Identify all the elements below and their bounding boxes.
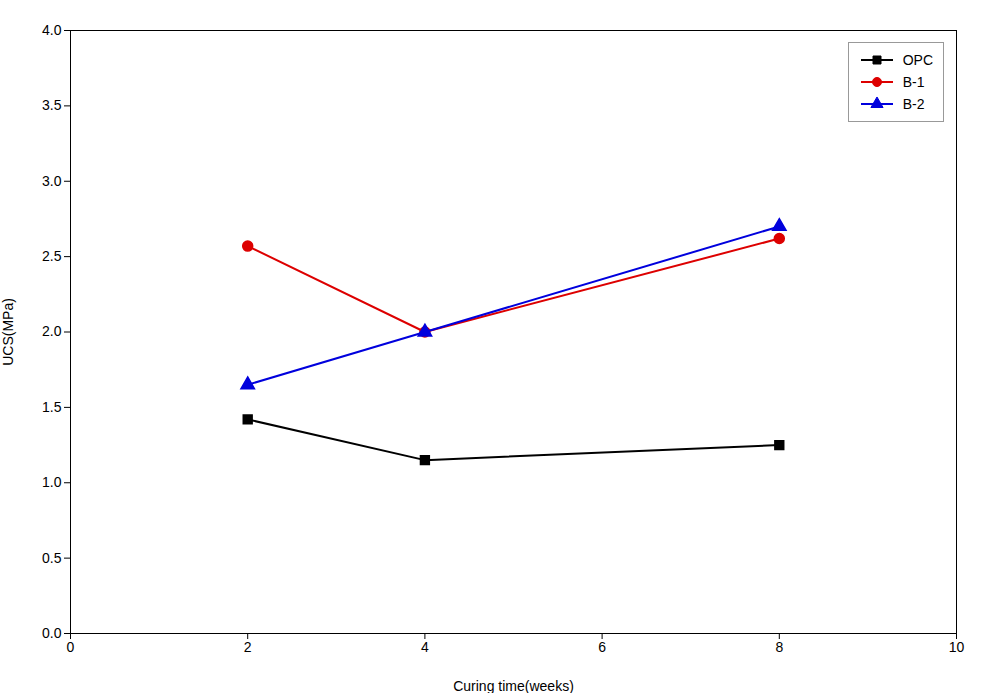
svg-text:0.5: 0.5: [42, 550, 62, 566]
svg-text:4: 4: [421, 639, 429, 655]
svg-text:3.0: 3.0: [42, 173, 62, 189]
svg-text:2.0: 2.0: [42, 323, 62, 339]
html-text:OPC: OPC: [902, 52, 933, 68]
svg-text:8: 8: [775, 639, 783, 655]
svg-text:1.0: 1.0: [42, 474, 62, 490]
svg-text:UCS(MPa): UCS(MPa): [0, 298, 16, 366]
svg-text:0: 0: [67, 639, 75, 655]
svg-text:4.0: 4.0: [42, 22, 62, 38]
svg-text:1.5: 1.5: [42, 399, 62, 415]
svg-text:3.5: 3.5: [42, 97, 62, 113]
html-text:B-2: B-2: [902, 96, 925, 112]
svg-text:10: 10: [949, 639, 965, 655]
html-text:B-1: B-1: [902, 74, 925, 90]
svg-text:2: 2: [244, 639, 252, 655]
svg-text:6: 6: [598, 639, 606, 655]
svg-text:Curing time(weeks): Curing time(weeks): [453, 678, 574, 693]
svg-text:0.0: 0.0: [42, 625, 62, 641]
svg-text:2.5: 2.5: [42, 248, 62, 264]
